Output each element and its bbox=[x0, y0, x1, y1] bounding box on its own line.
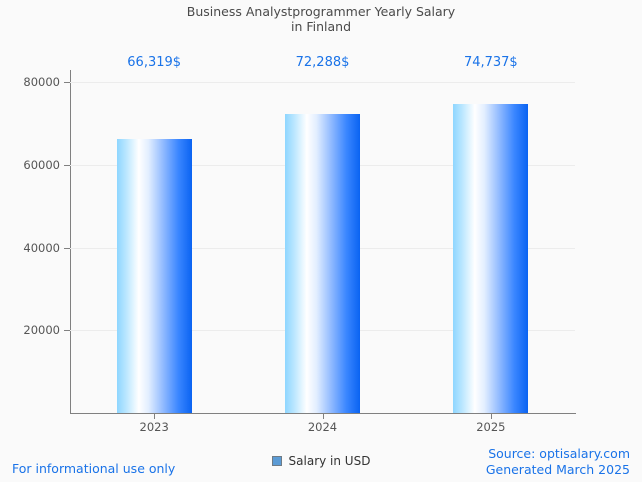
x-axis-tick bbox=[322, 414, 324, 419]
disclaimer-text: For informational use only bbox=[12, 461, 176, 476]
y-axis-tick bbox=[64, 82, 70, 84]
bar-2023[interactable] bbox=[116, 138, 192, 413]
x-axis-tick-label: 2023 bbox=[139, 420, 169, 434]
x-axis-tick-label: 2025 bbox=[476, 420, 506, 434]
x-axis-tick-label: 2024 bbox=[307, 420, 338, 434]
y-axis-line bbox=[70, 70, 71, 414]
legend-label: Salary in USD bbox=[288, 454, 371, 468]
x-axis-tick bbox=[154, 414, 156, 419]
bar-value-label: 72,288$ bbox=[295, 55, 350, 70]
bar-value-label: 66,319$ bbox=[127, 55, 182, 70]
y-axis-tick-label: 40000 bbox=[23, 240, 60, 255]
x-axis-line bbox=[70, 413, 576, 414]
y-axis-tick-label: 80000 bbox=[23, 75, 60, 90]
legend-swatch-icon bbox=[271, 456, 282, 466]
y-axis-tick bbox=[64, 165, 70, 167]
legend-inner: Salary in USD bbox=[265, 452, 377, 470]
y-axis-tick bbox=[64, 330, 70, 332]
y-axis-tick-label: 60000 bbox=[23, 158, 60, 173]
chart-title: Business Analystprogrammer Yearly Salary… bbox=[186, 4, 456, 34]
plot-area bbox=[64, 70, 575, 413]
source-footer: Source: optisalary.com Generated March 2… bbox=[486, 446, 630, 478]
bar-2025[interactable] bbox=[453, 104, 529, 413]
bar-2024[interactable] bbox=[285, 114, 360, 413]
bar-value-label: 74,737$ bbox=[463, 55, 518, 70]
gridline bbox=[70, 82, 575, 84]
x-axis-tick bbox=[490, 414, 492, 419]
source-line: Source: optisalary.com bbox=[488, 446, 630, 461]
y-axis-tick-label: 20000 bbox=[23, 323, 60, 338]
generated-line: Generated March 2025 bbox=[485, 462, 630, 477]
y-axis-tick bbox=[64, 247, 70, 249]
